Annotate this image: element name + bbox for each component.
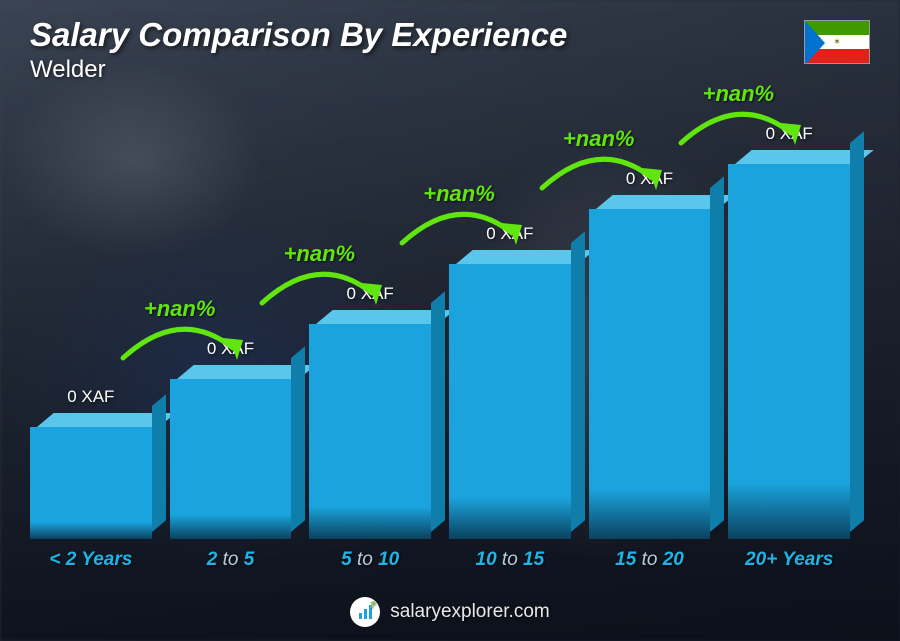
bar xyxy=(449,250,571,539)
delta-label: +nan% xyxy=(563,126,635,152)
delta-label: +nan% xyxy=(284,241,356,267)
header: Salary Comparison By Experience Welder ✶ xyxy=(30,16,870,84)
bar-group: +nan%0 XAF5 to 10 xyxy=(309,100,431,571)
bar-chart: 0 XAF< 2 Years+nan%0 XAF2 to 5+nan%0 XAF… xyxy=(30,100,850,571)
category-label: 20+ Years xyxy=(745,549,833,571)
bar xyxy=(589,195,711,539)
category-label: 15 to 20 xyxy=(615,549,684,571)
bar-group: 0 XAF < 2 Years xyxy=(30,100,152,571)
footer: ↗ salaryexplorer.com xyxy=(0,597,900,627)
country-flag-icon: ✶ xyxy=(804,20,870,64)
bar xyxy=(170,365,292,539)
title-block: Salary Comparison By Experience Welder xyxy=(30,16,567,84)
bar-value-label: 0 XAF xyxy=(766,124,813,144)
bar xyxy=(30,413,152,539)
bar-group: +nan%0 XAF2 to 5 xyxy=(170,100,292,571)
category-label: 10 to 15 xyxy=(476,549,545,571)
bar xyxy=(728,150,850,539)
category-label: < 2 Years xyxy=(49,549,132,571)
logo-icon: ↗ xyxy=(350,597,380,627)
bar xyxy=(309,310,431,539)
delta-label: +nan% xyxy=(144,296,216,322)
bar-value-label: 0 XAF xyxy=(626,169,673,189)
bar-group: +nan%0 XAF15 to 20 xyxy=(589,100,711,571)
bar-value-label: 0 XAF xyxy=(347,284,394,304)
bar-group: +nan%0 XAF10 to 15 xyxy=(449,100,571,571)
category-label: 2 to 5 xyxy=(207,549,255,571)
footer-site: salaryexplorer.com xyxy=(390,601,549,623)
delta-label: +nan% xyxy=(423,181,495,207)
bar-value-label: 0 XAF xyxy=(207,339,254,359)
bar-value-label: 0 XAF xyxy=(486,224,533,244)
bar-group: +nan%0 XAF20+ Years xyxy=(728,100,850,571)
chart-title: Salary Comparison By Experience xyxy=(30,16,567,54)
bar-value-label: 0 XAF xyxy=(67,387,114,407)
chart-subtitle: Welder xyxy=(30,56,567,84)
category-label: 5 to 10 xyxy=(341,549,399,571)
